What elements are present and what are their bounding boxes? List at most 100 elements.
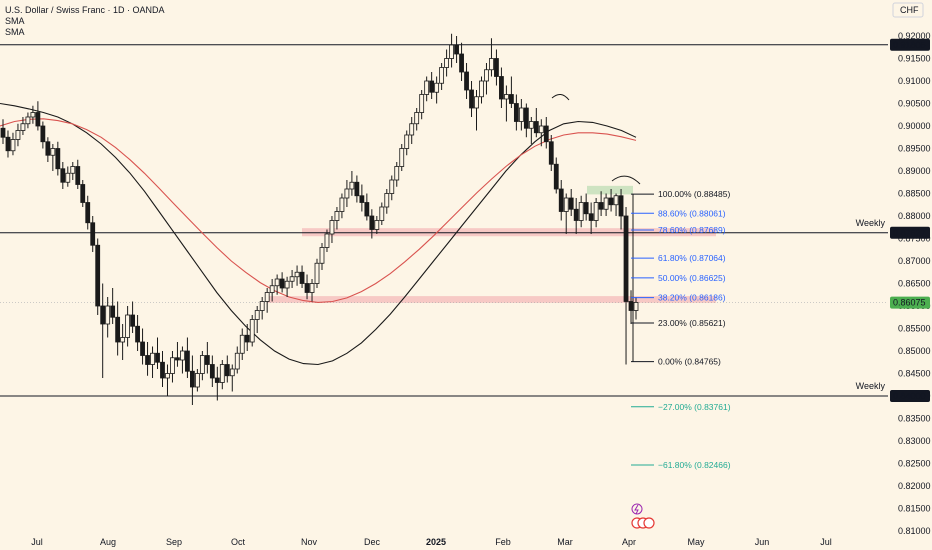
candle[interactable] xyxy=(538,119,544,147)
candle[interactable] xyxy=(523,103,529,138)
candle[interactable] xyxy=(60,162,66,189)
candle[interactable] xyxy=(199,351,205,381)
candle[interactable] xyxy=(130,301,135,334)
candle[interactable] xyxy=(204,342,210,374)
candle[interactable] xyxy=(573,198,579,234)
candle[interactable] xyxy=(404,130,410,156)
candle[interactable] xyxy=(135,315,140,351)
candle[interactable] xyxy=(369,209,375,239)
candle[interactable] xyxy=(40,121,46,149)
candle[interactable] xyxy=(249,315,255,347)
candle[interactable] xyxy=(279,272,285,293)
candle[interactable] xyxy=(35,101,41,131)
candle[interactable] xyxy=(284,276,290,297)
candle[interactable] xyxy=(190,355,195,406)
candle[interactable] xyxy=(185,337,190,379)
candle[interactable] xyxy=(419,90,425,120)
candle[interactable] xyxy=(494,49,499,86)
candle[interactable] xyxy=(354,175,360,203)
candle[interactable] xyxy=(259,297,265,320)
candle[interactable] xyxy=(553,157,559,194)
candle[interactable] xyxy=(150,346,155,379)
candle[interactable] xyxy=(20,117,26,135)
candle[interactable] xyxy=(424,76,430,102)
candle[interactable] xyxy=(70,162,76,180)
candle[interactable] xyxy=(568,189,574,216)
candle[interactable] xyxy=(628,290,634,324)
candle[interactable] xyxy=(409,117,415,144)
candle[interactable] xyxy=(558,180,564,221)
candle[interactable] xyxy=(588,202,594,235)
candle[interactable] xyxy=(105,297,111,338)
candle[interactable] xyxy=(583,193,589,221)
candle[interactable] xyxy=(329,216,335,243)
candle[interactable] xyxy=(489,38,494,77)
candle[interactable] xyxy=(30,105,36,124)
candle[interactable] xyxy=(170,351,175,383)
candle[interactable] xyxy=(165,364,170,397)
candle[interactable] xyxy=(224,355,230,383)
candle[interactable] xyxy=(633,297,639,320)
candle[interactable] xyxy=(449,33,454,68)
candle[interactable] xyxy=(10,132,16,156)
candle[interactable] xyxy=(613,193,619,217)
candle[interactable] xyxy=(254,306,260,333)
candle[interactable] xyxy=(125,306,131,347)
candle[interactable] xyxy=(439,63,445,90)
candle[interactable] xyxy=(608,189,614,212)
candle[interactable] xyxy=(359,184,365,212)
candle[interactable] xyxy=(239,328,245,361)
candle[interactable] xyxy=(160,351,165,387)
candle[interactable] xyxy=(464,63,469,99)
candle[interactable] xyxy=(219,360,225,390)
candle[interactable] xyxy=(115,301,121,356)
candle[interactable] xyxy=(5,130,11,158)
sma-legend-1[interactable]: SMA xyxy=(5,16,25,26)
candle[interactable] xyxy=(603,193,609,217)
candle[interactable] xyxy=(379,202,385,226)
candle[interactable] xyxy=(543,117,549,149)
candle[interactable] xyxy=(349,171,355,196)
candle[interactable] xyxy=(155,337,160,370)
candle[interactable] xyxy=(528,117,534,144)
candle[interactable] xyxy=(229,364,235,392)
candle[interactable] xyxy=(65,166,71,187)
candle[interactable] xyxy=(209,355,215,388)
candle[interactable] xyxy=(598,191,604,216)
lightning-icon[interactable] xyxy=(631,503,643,515)
candle[interactable] xyxy=(344,180,350,207)
candle[interactable] xyxy=(459,42,464,81)
candle[interactable] xyxy=(469,81,474,117)
sma-legend-2[interactable]: SMA xyxy=(5,27,25,37)
candle[interactable] xyxy=(474,90,479,131)
candle[interactable] xyxy=(304,274,310,300)
candle[interactable] xyxy=(533,108,539,138)
candle[interactable] xyxy=(444,49,449,77)
candle[interactable] xyxy=(110,288,116,324)
candle[interactable] xyxy=(85,195,91,230)
candle[interactable] xyxy=(479,76,484,104)
candle[interactable] xyxy=(234,346,240,374)
candle[interactable] xyxy=(269,279,275,302)
candle[interactable] xyxy=(374,216,380,234)
candle[interactable] xyxy=(399,144,405,171)
candle[interactable] xyxy=(484,63,489,95)
candle[interactable] xyxy=(508,76,514,109)
candle[interactable] xyxy=(45,137,51,162)
candle[interactable] xyxy=(454,36,459,63)
candle[interactable] xyxy=(623,207,629,365)
candle[interactable] xyxy=(145,342,150,376)
candle[interactable] xyxy=(180,346,185,374)
candle[interactable] xyxy=(593,198,599,228)
candle[interactable] xyxy=(244,324,250,351)
currency-box[interactable] xyxy=(892,2,924,18)
candle[interactable] xyxy=(274,274,280,295)
candle[interactable] xyxy=(339,193,345,219)
candle[interactable] xyxy=(334,207,340,230)
candle[interactable] xyxy=(299,265,305,289)
candle[interactable] xyxy=(429,72,435,99)
candle[interactable] xyxy=(434,76,440,104)
candle[interactable] xyxy=(324,229,330,253)
candle[interactable] xyxy=(294,265,300,286)
